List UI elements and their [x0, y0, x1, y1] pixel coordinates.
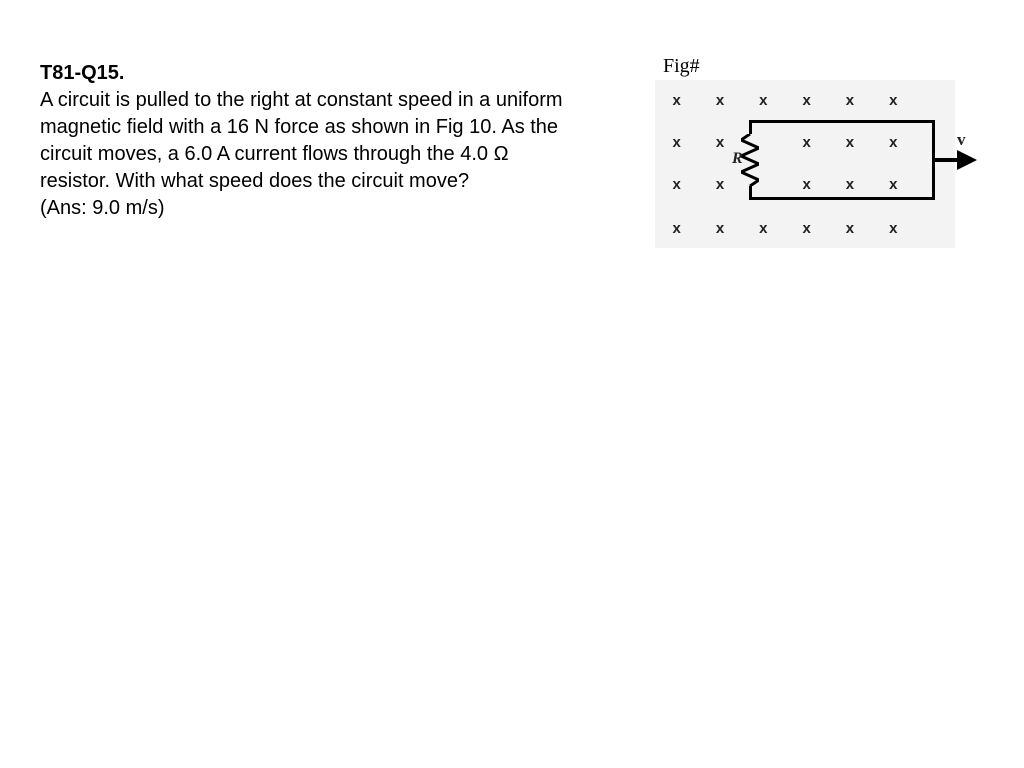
figure-label: Fig#	[663, 55, 985, 78]
field-row-1: x x x x x x	[655, 92, 915, 109]
field-x-icon: x	[798, 92, 816, 109]
circuit-loop	[750, 120, 935, 200]
figure-wrap: Fig# x x x x x x x x x x x x x	[655, 55, 985, 255]
page-root: T81-Q15. A circuit is pulled to the righ…	[0, 0, 1024, 768]
resistor-lead-top	[749, 120, 752, 134]
field-x-icon: x	[668, 220, 686, 237]
field-x-icon: x	[754, 92, 772, 109]
field-x-icon: x	[711, 134, 729, 151]
field-x-icon: x	[668, 176, 686, 193]
field-x-icon: x	[841, 92, 859, 109]
field-x-icon: x	[668, 92, 686, 109]
question-body: A circuit is pulled to the right at cons…	[40, 89, 563, 192]
resistor-label: R	[732, 150, 743, 168]
resistor-lead-bottom	[749, 186, 752, 200]
field-x-icon: x	[711, 176, 729, 193]
arrow-line-icon	[935, 158, 959, 162]
field-x-icon: x	[884, 220, 902, 237]
field-x-icon: x	[884, 92, 902, 109]
field-x-icon: x	[668, 134, 686, 151]
resistor-zigzag-icon	[741, 134, 759, 186]
field-x-icon: x	[798, 220, 816, 237]
field-x-icon: x	[841, 220, 859, 237]
field-x-icon: x	[711, 220, 729, 237]
field-row-4: x x x x x x	[655, 220, 915, 237]
field-x-icon: x	[754, 220, 772, 237]
question-answer: (Ans: 9.0 m/s)	[40, 197, 164, 219]
question-id: T81-Q15.	[40, 62, 124, 84]
question-text-block: T81-Q15. A circuit is pulled to the righ…	[40, 60, 570, 222]
figure-panel: x x x x x x x x x x x x x x x x	[655, 80, 955, 248]
velocity-label: v	[957, 130, 966, 150]
arrow-head-icon	[957, 150, 977, 170]
field-x-icon: x	[711, 92, 729, 109]
